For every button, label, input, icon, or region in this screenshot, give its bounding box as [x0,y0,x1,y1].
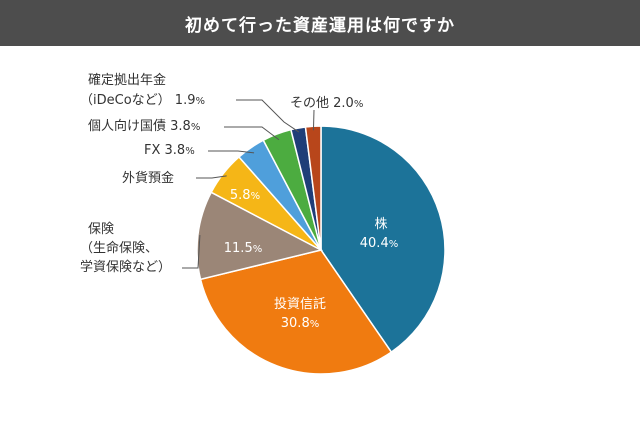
leader-fx [208,150,255,154]
label-hoken-sub1: （生命保険、 [80,240,158,256]
label-gaika: 外貨預金 [122,170,174,186]
leader-lines [182,99,315,269]
label-toshin: 投資信託 [274,296,326,312]
slice-kabu [320,125,446,354]
value-kabu: 40.4% [360,236,398,251]
label-fx: FX 3.8% [144,143,195,158]
leader-hoken [182,235,201,269]
label-hoken: 保険 [88,222,114,237]
chart-title: 初めて行った資産運用は何ですか [185,15,455,36]
label-other: その他 2.0% [290,96,363,111]
label-ideco-sub: （iDeCoなど） 1.9% [80,93,205,108]
leader-ideco [236,99,300,133]
pie-slices [196,125,446,375]
leader-gaika [196,175,227,179]
label-kokusai: 個人向け国債 3.8% [88,118,200,134]
value-toshin: 30.8% [281,316,319,331]
leader-other [312,109,315,131]
label-hoken-sub2: 学資保険など） [80,259,171,275]
label-kabu: 株 [374,217,387,232]
leader-kokusai [224,126,280,141]
label-ideco: 確定拠出年金 [88,72,166,88]
value-gaika: 5.8% [230,188,260,203]
slice-toshin [199,249,393,375]
title-bar: 初めて行った資産運用は何ですか [0,0,640,46]
value-hoken: 11.5% [224,241,262,256]
slice-hoken [196,191,324,281]
